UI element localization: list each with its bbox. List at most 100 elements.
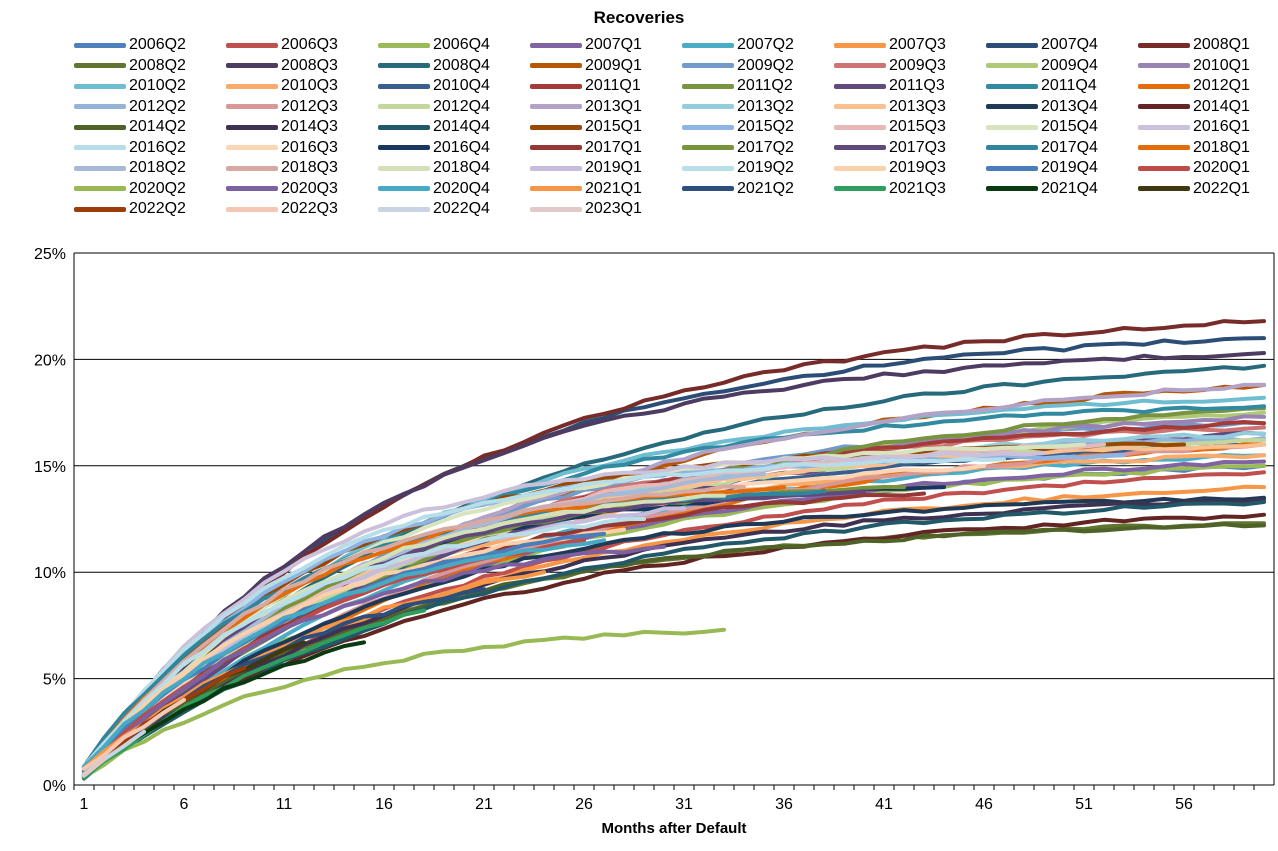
x-tick-label: 51 [1075, 796, 1093, 813]
legend-swatch [226, 83, 278, 89]
legend-item: 2021Q3 [834, 179, 946, 199]
series-line [82, 517, 646, 769]
x-tick-label: 6 [180, 796, 189, 813]
legend-swatch [226, 124, 278, 130]
legend-label: 2021Q3 [889, 179, 946, 197]
legend-item: 2010Q1 [1138, 56, 1250, 76]
legend-swatch [986, 63, 1038, 68]
legend-label: 2010Q1 [1193, 56, 1250, 74]
legend-item: 2020Q4 [378, 179, 490, 199]
legend-item: 2021Q2 [682, 179, 794, 199]
legend-label: 2014Q3 [281, 118, 338, 135]
legend-swatch [378, 165, 430, 171]
legend-label: 2020Q4 [433, 179, 490, 197]
legend-swatch [1138, 186, 1190, 191]
legend-label: 2011Q2 [737, 77, 793, 94]
legend-swatch [226, 165, 278, 171]
legend-label: 2016Q3 [281, 138, 338, 156]
y-tick-label: 20% [34, 352, 66, 369]
series-line [82, 451, 1046, 776]
legend-item: 2016Q3 [226, 138, 338, 158]
legend-label: 2021Q4 [1041, 179, 1098, 197]
legend-label: 2019Q1 [585, 159, 642, 176]
legend-item: 2014Q4 [378, 117, 490, 137]
x-tick-label: 21 [475, 796, 493, 813]
legend-swatch [834, 104, 886, 109]
legend-item: 2013Q1 [530, 97, 642, 117]
legend-label: 2014Q2 [129, 118, 186, 135]
legend-swatch [226, 104, 278, 109]
legend-swatch [682, 145, 734, 150]
legend-item: 2006Q4 [378, 35, 490, 55]
legend-label: 2013Q3 [889, 97, 946, 115]
legend-label: 2022Q2 [129, 200, 186, 217]
legend-label: 2019Q2 [737, 159, 794, 176]
legend-label: 2015Q4 [1041, 118, 1098, 135]
legend-label: 2010Q3 [281, 77, 338, 94]
legend-item: 2013Q3 [834, 97, 946, 117]
legend-label: 2013Q4 [1041, 97, 1098, 115]
legend-label: 2017Q1 [585, 138, 642, 156]
series-line [82, 697, 186, 771]
legend-swatch [530, 63, 582, 68]
legend-item: 2017Q2 [682, 138, 794, 158]
legend-label: 2006Q4 [433, 36, 490, 53]
legend-label: 2011Q3 [889, 77, 945, 94]
legend-label: 2011Q1 [585, 77, 641, 94]
legend-item: 2021Q4 [986, 179, 1098, 199]
legend-swatch [226, 42, 278, 48]
legend-label: 2009Q2 [737, 56, 794, 74]
legend-swatch [530, 186, 582, 191]
legend-label: 2015Q1 [585, 118, 642, 135]
legend-item: 2018Q2 [74, 158, 186, 178]
legend-item: 2022Q1 [1138, 179, 1250, 199]
y-tick-label: 10% [34, 565, 66, 582]
legend-item: 2010Q3 [226, 76, 338, 96]
legend-item: 2010Q4 [378, 76, 490, 96]
legend-item: 2019Q1 [530, 158, 642, 178]
legend-swatch [1138, 42, 1190, 48]
legend-swatch [1138, 104, 1190, 109]
legend-swatch [74, 145, 126, 150]
legend-swatch [682, 63, 734, 68]
legend-swatch [530, 145, 582, 150]
legend-label: 2020Q2 [129, 179, 186, 197]
legend-swatch [986, 145, 1038, 150]
legend-item: 2016Q4 [378, 138, 490, 158]
legend-item: 2009Q4 [986, 56, 1098, 76]
legend-swatch [74, 83, 126, 89]
legend-item: 2012Q1 [1138, 76, 1250, 96]
legend-item: 2018Q3 [226, 158, 338, 178]
legend-label: 2020Q3 [281, 179, 338, 197]
series-line [82, 538, 606, 769]
legend-swatch [682, 42, 734, 48]
legend-swatch [834, 186, 886, 191]
legend-swatch [1138, 165, 1190, 171]
legend-swatch [986, 124, 1038, 130]
series-line [82, 527, 626, 772]
legend-swatch [74, 165, 126, 171]
legend-label: 2023Q1 [585, 200, 642, 217]
legend-swatch [530, 165, 582, 171]
legend-item: 2010Q2 [74, 76, 186, 96]
legend-item: 2013Q2 [682, 97, 794, 117]
legend-item: 2021Q1 [530, 179, 642, 199]
legend-item: 2012Q4 [378, 97, 490, 117]
legend-label: 2017Q3 [889, 138, 946, 156]
legend-label: 2012Q4 [433, 97, 490, 115]
legend-item: 2007Q1 [530, 35, 642, 55]
legend-label: 2016Q2 [129, 138, 186, 156]
legend-item: 2014Q1 [1138, 97, 1250, 117]
legend-label: 2013Q2 [737, 97, 794, 115]
legend-item: 2008Q3 [226, 56, 338, 76]
legend-label: 2022Q3 [281, 200, 338, 217]
legend-item: 2008Q1 [1138, 35, 1250, 55]
legend-label: 2015Q3 [889, 118, 946, 135]
legend-item: 2009Q2 [682, 56, 794, 76]
x-tick-label: 1 [80, 796, 89, 813]
legend-label: 2009Q4 [1041, 56, 1098, 74]
legend-swatch [834, 42, 886, 48]
legend-swatch [682, 83, 734, 89]
legend-swatch [226, 206, 278, 212]
legend-swatch [378, 145, 430, 150]
